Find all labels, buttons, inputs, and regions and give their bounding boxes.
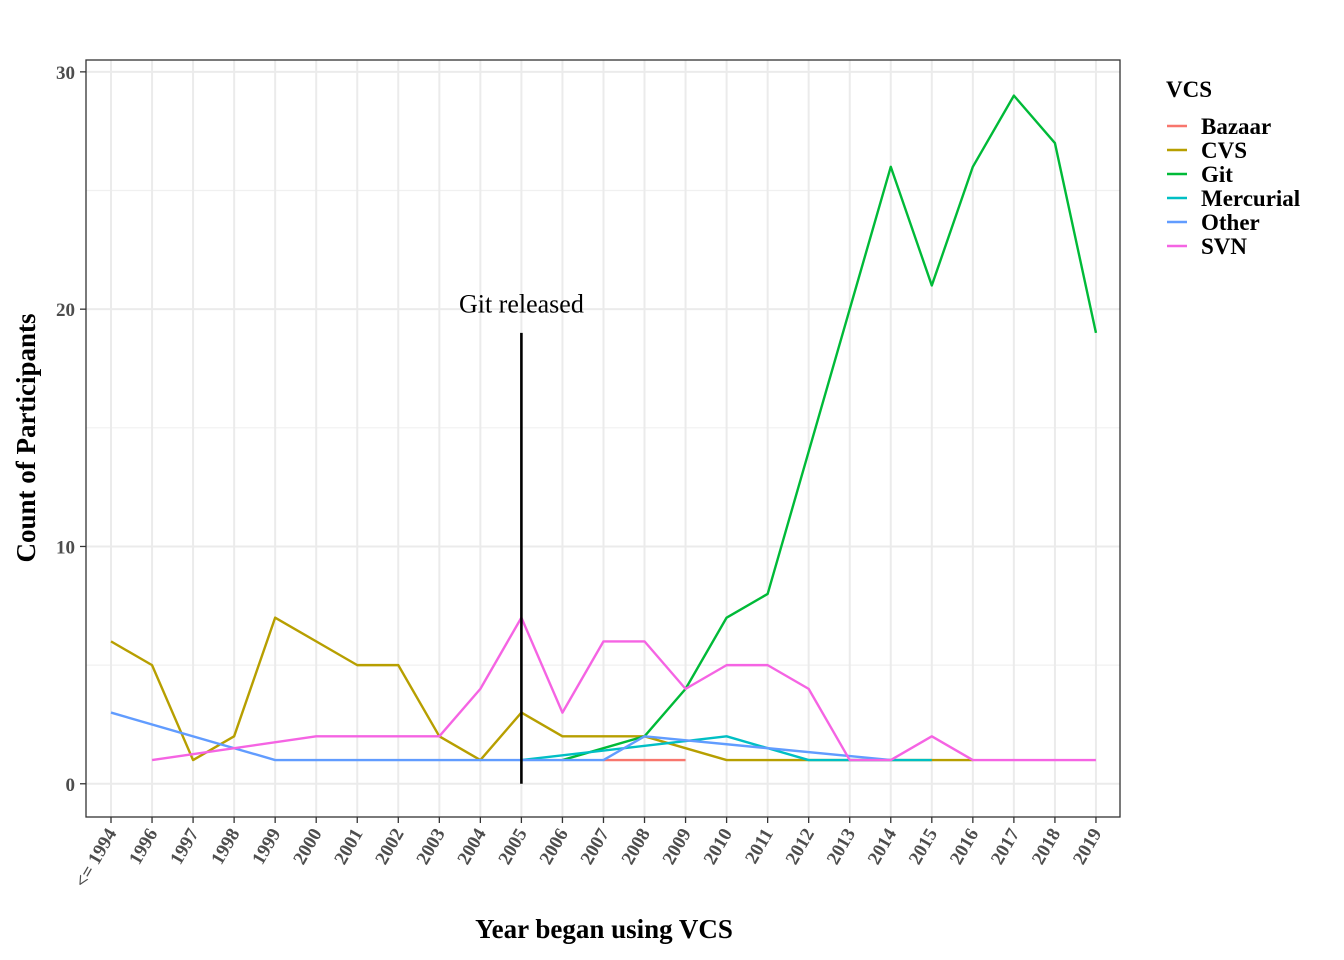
gridlines bbox=[86, 60, 1120, 817]
x-axis-title: Year began using VCS bbox=[475, 914, 733, 944]
x-tick-label: 2007 bbox=[577, 825, 614, 869]
y-tick-label: 30 bbox=[56, 63, 75, 84]
y-tick-label: 20 bbox=[56, 300, 75, 321]
x-tick-label: 2017 bbox=[987, 825, 1024, 869]
legend-label-cvs: CVS bbox=[1201, 138, 1247, 163]
legend-title: VCS bbox=[1166, 77, 1212, 102]
x-tick-label: 2014 bbox=[864, 825, 901, 869]
x-tick-label: 1999 bbox=[248, 825, 285, 868]
legend-label-git: Git bbox=[1201, 162, 1233, 187]
series-line-svn bbox=[151, 616, 1096, 762]
legend-label-other: Other bbox=[1201, 210, 1260, 235]
annotation-label: Git released bbox=[459, 289, 584, 318]
y-tick-label: 10 bbox=[56, 537, 75, 558]
x-tick-label: 2003 bbox=[412, 825, 449, 868]
x-tick-label: 2004 bbox=[454, 825, 491, 869]
x-tick-label: 1997 bbox=[166, 825, 203, 869]
x-tick-label: 2000 bbox=[289, 825, 326, 868]
x-tick-label: 2010 bbox=[700, 825, 737, 868]
legend-label-bazaar: Bazaar bbox=[1201, 114, 1271, 139]
x-tick-label: 2006 bbox=[536, 825, 573, 868]
y-axis-title: Count of Participants bbox=[11, 314, 41, 563]
x-tick-label: 2015 bbox=[905, 825, 942, 868]
x-tick-label: 2011 bbox=[741, 825, 778, 868]
x-tick-label: 2005 bbox=[495, 825, 532, 868]
x-tick-label: 2008 bbox=[618, 825, 655, 868]
x-tick-label: 2012 bbox=[782, 825, 819, 868]
x-tick-label: 2016 bbox=[946, 825, 983, 868]
legend-label-mercurial: Mercurial bbox=[1201, 186, 1300, 211]
x-tick-label: 2013 bbox=[823, 825, 860, 868]
legend-label-svn: SVN bbox=[1201, 234, 1247, 259]
x-tick-label: 2019 bbox=[1069, 825, 1106, 868]
y-tick-label: 0 bbox=[66, 775, 76, 796]
x-tick-label: 2001 bbox=[330, 825, 367, 868]
x-tick-label: 1996 bbox=[125, 825, 162, 868]
x-tick-label: 2002 bbox=[371, 825, 408, 868]
x-tick-label: <= 1994 bbox=[71, 825, 122, 892]
x-tick-label: 2009 bbox=[659, 825, 696, 868]
x-tick-label: 1998 bbox=[207, 825, 244, 868]
x-tick-label: 2018 bbox=[1028, 825, 1065, 868]
series-line-other bbox=[110, 711, 891, 762]
annotation: Git released bbox=[459, 289, 584, 784]
